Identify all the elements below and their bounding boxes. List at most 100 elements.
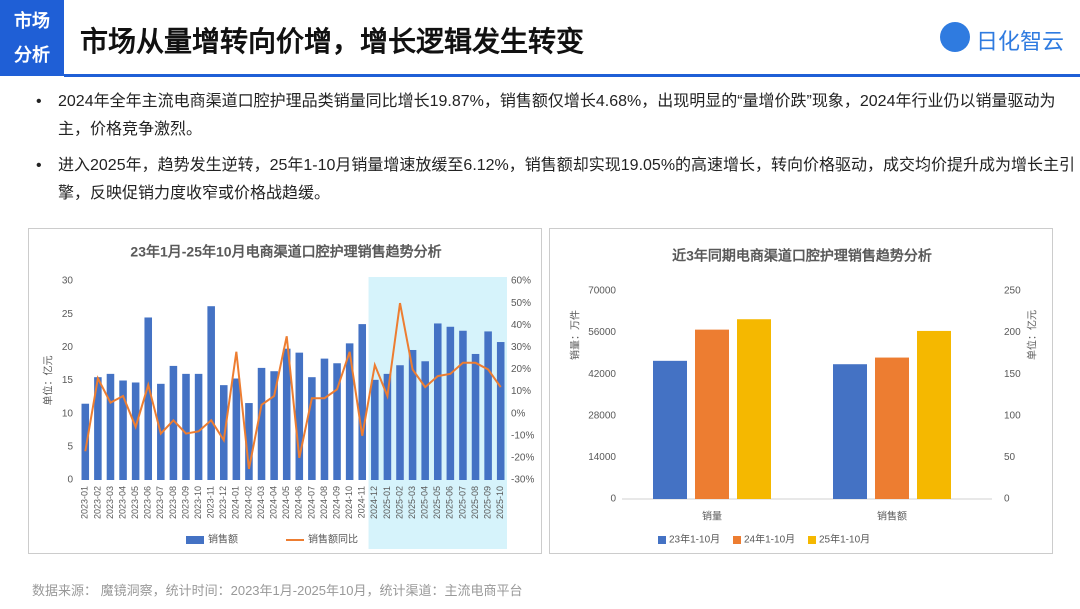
bar [182,373,190,480]
y-tick-label: 30 [62,276,74,287]
bar [358,324,367,480]
y2-tick-label: 20% [511,364,531,375]
bar [737,319,771,499]
bar [433,323,442,480]
y2-tick-label: -30% [511,475,534,486]
bar [144,317,153,480]
bar [119,380,127,480]
legend-label: 23年1-10月 [669,533,720,546]
chart-title: 近3年同期电商渠道口腔护理销售趋势分析 [672,248,932,264]
footer: 数据来源： 魔镜洞察，统计时间：2023年1月-2025年10月，统计渠道：主流… [32,583,523,598]
x-tick-label: 2025-04 [420,486,430,519]
x-tick-label: 2024-01 [231,486,241,519]
x-tick-label: 2024-09 [331,486,341,519]
bar [81,403,90,480]
bullet: 2024年全年主流电商渠道口腔护理品类销量同比增长19.87%，销售额仅增长4.… [36,88,1078,144]
y-tick-label: 5 [67,441,73,452]
y2-tick-label: 0 [1004,494,1010,505]
x-tick-label: 2024-08 [319,486,329,519]
x-tick-label: 2024-03 [256,486,266,519]
bar [496,342,505,480]
x-tick-label: 2023-07 [155,486,165,519]
x-tick-label: 2024-07 [306,486,316,519]
x-tick-label: 2025-05 [432,486,442,519]
x-tick-label: 2023-03 [105,486,115,519]
bar [245,403,253,480]
bar [106,373,115,480]
x-tick-label: 2025-07 [457,486,467,519]
y2-tick-label: 50% [511,298,531,309]
bar [333,363,341,480]
bar [308,377,316,480]
tag-line: 分析 [14,45,50,65]
legend-swatch [658,536,666,544]
bar [917,330,951,499]
x-tick-label: 销量 [702,510,722,523]
bar [320,358,329,480]
x-tick-label: 2023-04 [117,486,127,519]
x-tick-label: 2024-02 [243,486,253,519]
header-rule [64,74,1080,77]
x-tick-label: 2023-09 [180,486,190,519]
tag-line: 市场 [14,11,50,31]
bar [169,365,178,480]
x-tick-label: 2023-12 [218,486,228,519]
y-tick-label: 10 [62,408,74,419]
y2-tick-label: 10% [511,386,531,397]
x-tick-label: 2023-01 [80,486,90,519]
x-tick-label: 2023-06 [143,486,153,519]
bar [219,385,228,480]
y2-tick-label: 250 [1004,286,1021,297]
y2-tick-label: 100 [1004,410,1021,421]
legend-label: 25年1-10月 [819,533,870,546]
y2-tick-label: -20% [511,453,534,464]
page-title: 市场从量增转向价增，增长逻辑发生转变 [80,26,585,57]
y2-tick-label: 40% [511,320,531,331]
x-tick-label: 2023-05 [130,486,140,519]
y2-tick-label: 200 [1004,327,1021,338]
bar [270,371,278,480]
y2-tick-label: 150 [1004,369,1021,380]
trend-chart: 23年1月-25年10月电商渠道口腔护理销售趋势分析单位：亿元051015202… [28,228,542,554]
bar [471,353,480,480]
x-tick-label: 2023-10 [193,486,203,519]
x-tick-label: 2025-10 [495,486,505,519]
logo-text: 日化智云 [976,29,1065,54]
logo-icon [940,22,970,52]
bar [345,343,354,480]
bullet: 进入2025年，趋势发生逆转，25年1-10月销量增速放缓至6.12%，销售额却… [36,152,1078,208]
chart-title: 23年1月-25年10月电商渠道口腔护理销售趋势分析 [130,244,441,260]
bar [396,365,404,480]
bar [131,382,140,480]
y2-tick-label: 0% [511,408,526,419]
y2-tick-label: 30% [511,342,531,353]
bar [371,379,379,480]
x-tick-label: 2025-02 [394,486,404,519]
y2-axis-title: 单位：亿元 [1026,310,1039,360]
y-tick-label: 28000 [588,410,616,421]
y2-tick-label: 50 [1004,452,1016,463]
bar [459,330,467,480]
y-tick-label: 56000 [588,327,616,338]
legend-swatch [733,536,741,544]
legend-label: 24年1-10月 [744,533,795,546]
x-tick-label: 2025-08 [470,486,480,519]
x-tick-label: 2025-06 [445,486,455,519]
bar [421,361,429,480]
y-tick-label: 20 [62,342,74,353]
line [84,302,502,470]
bar [408,349,417,480]
x-tick-label: 销售额 [877,510,907,523]
bar [282,348,291,480]
y-tick-label: 42000 [588,369,616,380]
section-tag: 市场 分析 [0,0,64,76]
bar [295,352,304,480]
bar [875,357,909,499]
x-tick-label: 2024-06 [294,486,304,519]
y-tick-label: 25 [62,309,74,320]
y-tick-label: 0 [610,494,616,505]
y-axis-title: 销量：万件 [569,310,582,360]
bar [484,331,492,480]
